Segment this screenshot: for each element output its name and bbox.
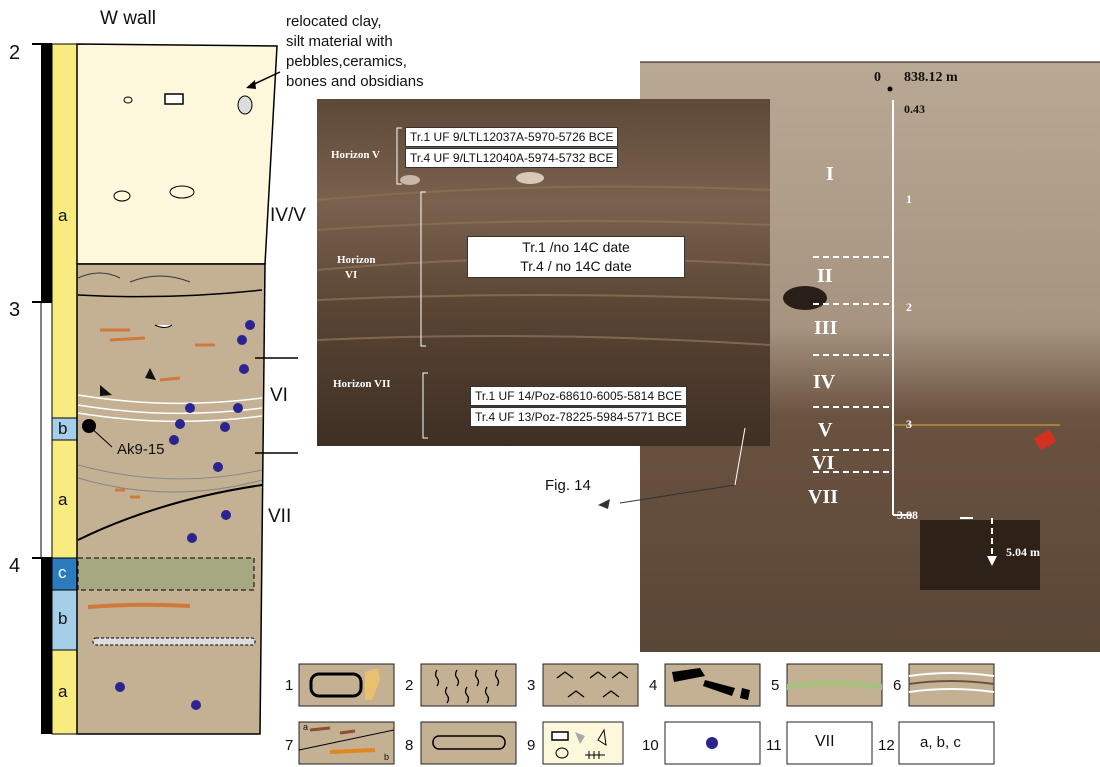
legend-unit-example: a, b, c <box>920 734 961 751</box>
unit-label: a <box>58 206 67 226</box>
sample-label: Ak9-15 <box>117 441 165 458</box>
elevation-label: 838.12 m <box>904 70 958 86</box>
legend-sub-label: b <box>384 752 389 762</box>
legend-number: 9 <box>527 737 535 754</box>
legend-number: 6 <box>893 677 901 694</box>
inset-horizon-label: Horizon V <box>331 149 380 161</box>
horizon-label: VII <box>268 506 291 528</box>
depth-label-3: 3 <box>9 299 20 322</box>
legend-number: 5 <box>771 677 779 694</box>
date-box: Tr.4 UF 13/Poz-78225-5984-5771 BCE <box>470 407 687 427</box>
legend-number: 1 <box>285 677 293 694</box>
unit-label: a <box>58 682 67 702</box>
depth-label-4: 4 <box>9 555 20 578</box>
legend-number: 4 <box>649 677 657 694</box>
bottom-depth-label: 3.88 <box>897 508 918 523</box>
photo-horizon: IV <box>813 371 835 394</box>
section-title: W wall <box>100 8 156 30</box>
date-box: Tr.1 UF 14/Poz-68610-6005-5814 BCE <box>470 386 687 406</box>
trench-depth-label: 5.04 m <box>1006 545 1040 560</box>
horizon-label: VI <box>270 385 288 407</box>
fig-ref-label: Fig. 14 <box>545 477 591 494</box>
inset-horizon-label: Horizon VII <box>333 378 391 390</box>
section-profile <box>77 44 277 734</box>
scale-mark: 1 <box>906 192 912 207</box>
unit-label: b <box>58 609 67 629</box>
scale-mark: 3 <box>906 417 912 432</box>
unit-column <box>52 44 77 734</box>
date-box: Tr.4 UF 9/LTL12040A-5974-5732 BCE <box>405 148 618 168</box>
scale-mark: 2 <box>906 300 912 315</box>
horizon-label: IV/V <box>270 205 306 227</box>
depth-label-2: 2 <box>9 42 20 65</box>
legend-number: 2 <box>405 677 413 694</box>
unit-label: c <box>58 563 67 583</box>
top-depth-label: 0.43 <box>904 102 925 117</box>
photo-horizon: III <box>814 317 837 340</box>
legend-number: 8 <box>405 737 413 754</box>
legend-number: 7 <box>285 737 293 754</box>
legend-number: 10 <box>642 737 659 754</box>
datum-label: 0 <box>874 70 881 86</box>
inset-horizon-label: Horizon VI <box>337 253 376 283</box>
photo-horizon: I <box>826 163 834 186</box>
depth-scale-bar <box>32 44 52 734</box>
legend-number: 12 <box>878 737 895 754</box>
photo-horizon: VII <box>808 486 838 509</box>
legend-number: 3 <box>527 677 535 694</box>
date-box: Tr.1 /no 14C date Tr.4 / no 14C date <box>467 236 685 278</box>
photo-horizon: VI <box>812 452 834 475</box>
fill-note: relocated clay, silt material with pebbl… <box>286 12 424 92</box>
date-box: Tr.1 UF 9/LTL12037A-5970-5726 BCE <box>405 127 618 147</box>
unit-label: b <box>58 419 67 439</box>
unit-label: a <box>58 490 67 510</box>
photo-horizon: II <box>817 265 833 288</box>
legend-number: 11 <box>766 737 782 754</box>
photo-horizon: V <box>818 419 832 442</box>
legend-sub-label: a <box>303 722 308 732</box>
legend-horizon-example: VII <box>815 733 835 751</box>
